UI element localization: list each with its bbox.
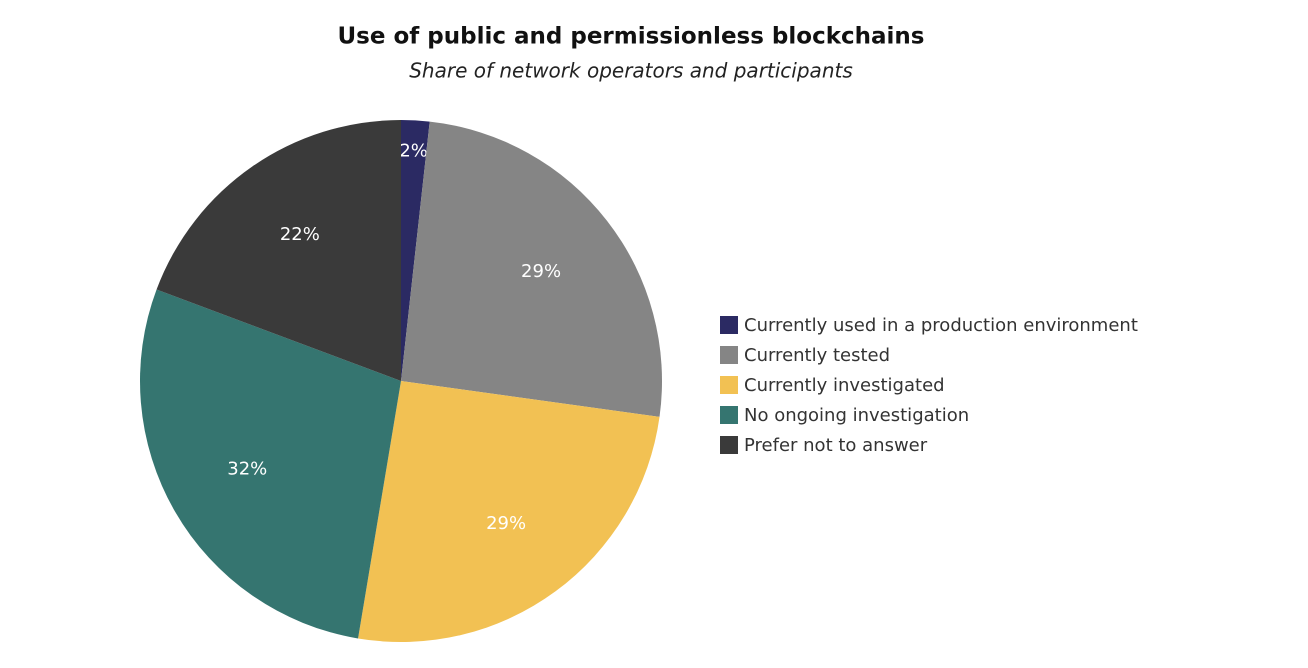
chart-subtitle: Share of network operators and participa… — [409, 59, 853, 83]
slice-label: 29% — [521, 261, 561, 282]
legend-label: Prefer not to answer — [744, 435, 928, 456]
pie-slice — [358, 381, 660, 642]
legend-swatch — [720, 436, 738, 454]
legend-swatch — [720, 346, 738, 364]
slice-label: 2% — [399, 141, 428, 162]
legend-swatch — [720, 376, 738, 394]
legend-label: Currently used in a production environme… — [744, 315, 1138, 336]
chart-title: Use of public and permissionless blockch… — [338, 24, 925, 50]
slice-label: 29% — [486, 513, 526, 534]
legend-label: Currently investigated — [744, 375, 945, 396]
slice-label: 22% — [280, 224, 320, 245]
legend-label: Currently tested — [744, 345, 890, 366]
legend-label: No ongoing investigation — [744, 405, 969, 426]
pie-slice — [401, 121, 662, 417]
pie-slice — [139, 289, 401, 639]
legend-swatch — [720, 316, 738, 334]
legend-swatch — [720, 406, 738, 424]
pie-slice — [156, 120, 401, 381]
slice-label: 32% — [227, 459, 267, 480]
pie-slice — [401, 120, 430, 381]
